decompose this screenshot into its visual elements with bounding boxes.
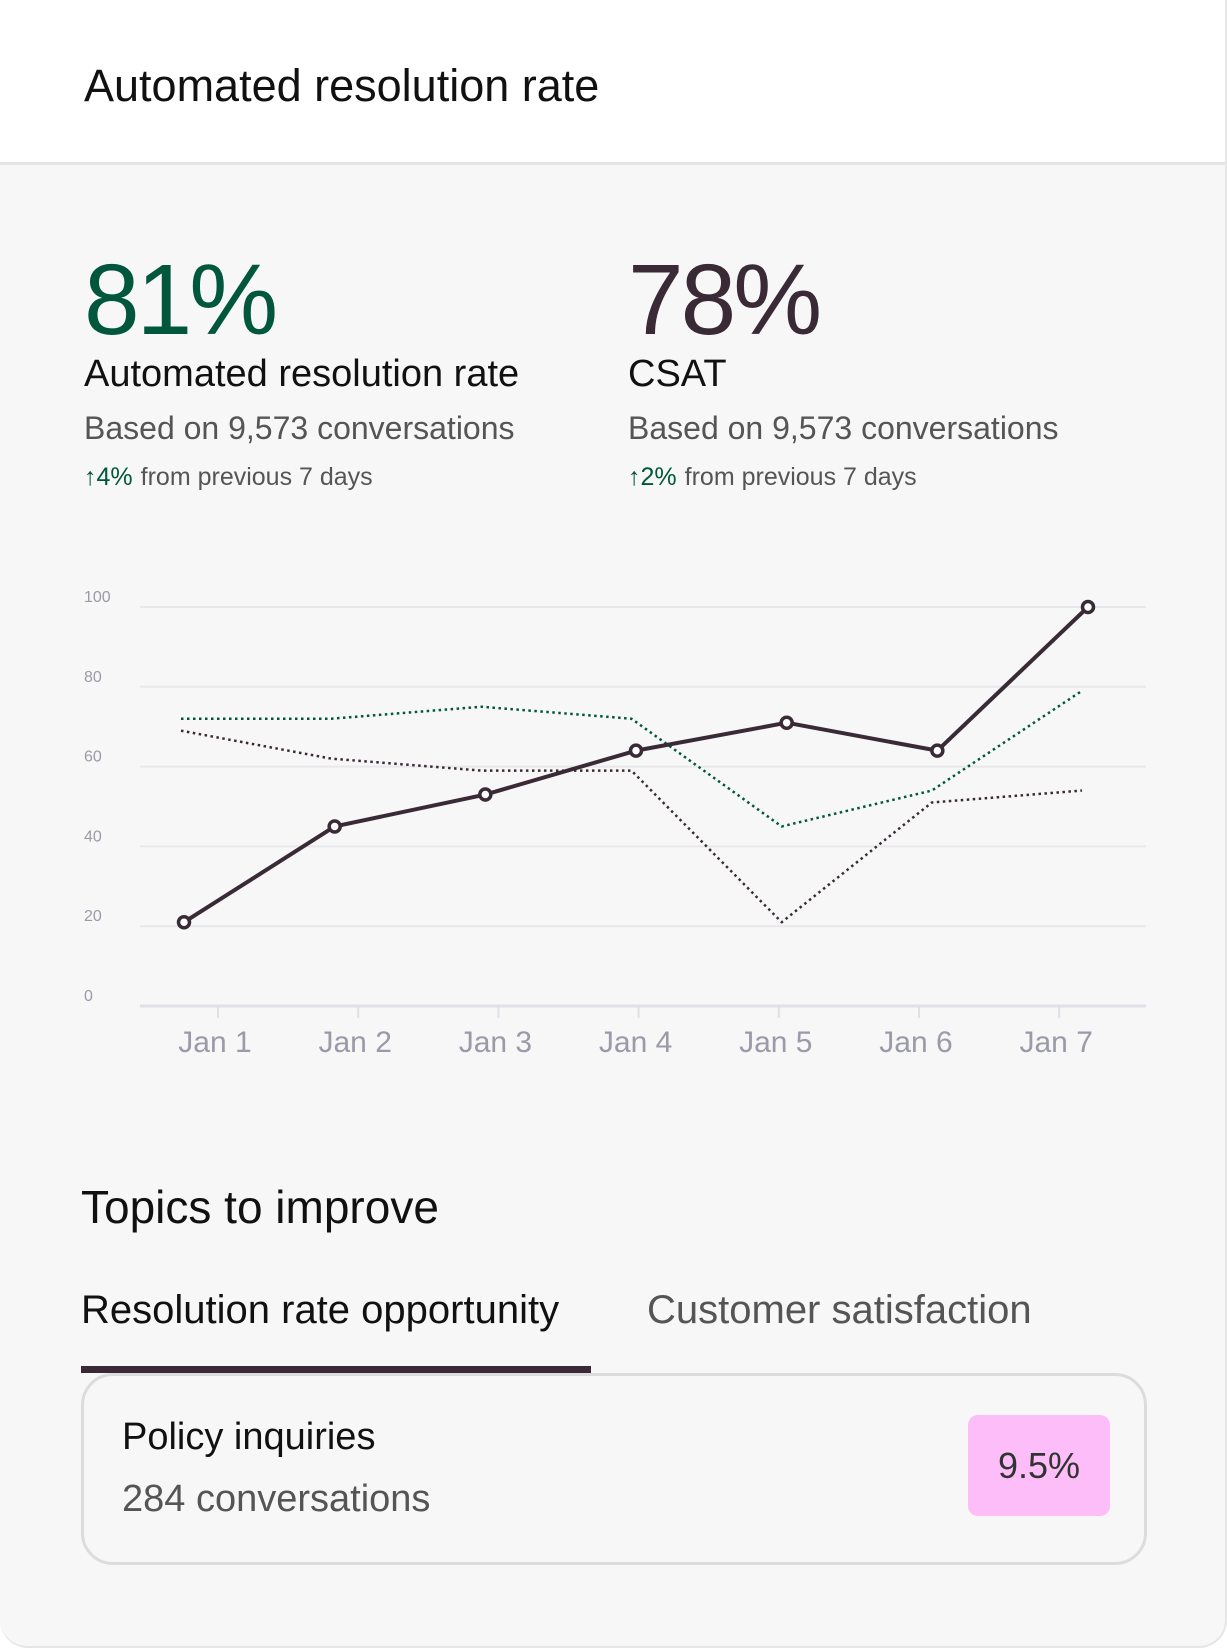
data-point (628, 743, 644, 758)
topics-title: Topics to improve (81, 1181, 439, 1233)
series-line-0 (182, 605, 1090, 924)
card-header: Automated resolution rate (0, 0, 1225, 165)
metric-value: 78% (628, 244, 822, 356)
metric-csat: 78% CSAT Based on 9,573 conversations ↑2… (628, 245, 1059, 492)
tab-customer-satisfaction[interactable]: Customer satisfaction (647, 1288, 1032, 1332)
topic-rate-badge: 9.5% (968, 1415, 1110, 1516)
series-line-1 (181, 689, 1083, 828)
delta-value: 4% (96, 463, 133, 491)
active-tab-indicator (81, 1366, 591, 1373)
data-point (930, 743, 945, 758)
arrow-up-icon: ↑ (84, 463, 97, 491)
x-tick-label: Jan 3 (459, 1026, 532, 1059)
delta-text: from previous 7 days (684, 463, 917, 491)
x-tick-label: Jan 6 (879, 1026, 952, 1059)
topic-item[interactable]: Policy inquiries 284 conversations 9.5% (81, 1373, 1147, 1565)
topic-name: Policy inquiries (122, 1416, 376, 1458)
x-tick-label: Jan 4 (599, 1026, 672, 1059)
arrow-up-icon: ↑ (628, 463, 641, 491)
delta-text: from previous 7 days (140, 463, 373, 491)
data-point (478, 787, 493, 802)
delta-value: 2% (640, 463, 677, 491)
y-tick-label: 40 (84, 828, 102, 845)
series-line-2 (180, 729, 1083, 924)
x-tick-label: Jan 1 (178, 1026, 251, 1059)
tab-resolution-rate-opportunity[interactable]: Resolution rate opportunity (81, 1288, 560, 1332)
metric-label: Automated resolution rate (84, 353, 520, 395)
data-point (1080, 599, 1096, 615)
metric-basis: Based on 9,573 conversations (84, 410, 515, 446)
line-chart: 0 20 40 60 80 100 Jan 1 Jan 2 Jan 3 Jan 4 Jan 5 Jan… (84, 589, 1146, 1059)
y-tick-label: 60 (84, 749, 102, 766)
metric-delta: ↑4% from previous 7 days (84, 463, 519, 492)
y-tick-label: 100 (84, 589, 111, 606)
x-tick-label: Jan 7 (1020, 1026, 1093, 1059)
data-point (327, 819, 342, 834)
metric-label: CSAT (628, 353, 727, 395)
metric-resolution-rate: 81% Automated resolution rate Based on 9… (84, 245, 519, 492)
metric-basis: Based on 9,573 conversations (628, 410, 1059, 446)
topic-count: 284 conversations (122, 1478, 431, 1520)
metric-value: 81% (84, 244, 278, 356)
y-tick-label: 20 (84, 908, 102, 925)
x-tick-label: Jan 2 (319, 1026, 392, 1059)
data-point (779, 715, 794, 730)
y-tick-label: 0 (84, 988, 93, 1005)
data-point (176, 914, 192, 930)
card-title: Automated resolution rate (84, 60, 600, 111)
metric-delta: ↑2% from previous 7 days (628, 463, 1059, 492)
y-tick-label: 80 (84, 669, 102, 686)
x-tick-label: Jan 5 (739, 1026, 812, 1059)
